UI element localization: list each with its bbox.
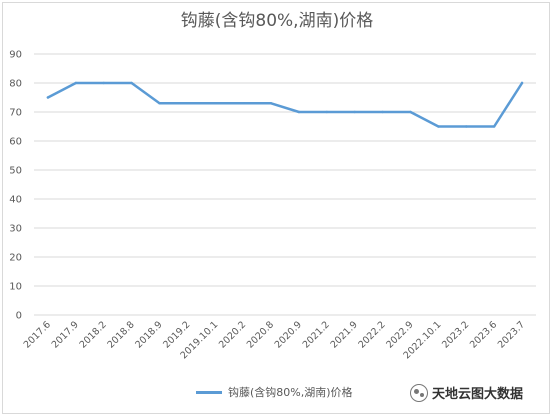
data-point [297, 110, 301, 114]
watermark-text: 天地云图大数据 [432, 387, 524, 402]
y-tick-label: 60 [9, 137, 22, 148]
y-tick-label: 80 [9, 79, 22, 90]
chart-title: 钩藤(含钩80%,湖南)价格 [180, 11, 374, 31]
chart-frame [2, 2, 550, 414]
wechat-icon [410, 383, 428, 402]
x-tick-label: 2018.8 [105, 319, 136, 350]
legend-swatch [196, 390, 222, 394]
data-point [492, 125, 496, 128]
y-tick-label: 20 [9, 253, 22, 264]
data-point [325, 110, 329, 114]
data-point [465, 125, 468, 128]
data-point [46, 96, 50, 99]
data-point [214, 102, 217, 105]
data-point [130, 81, 133, 85]
data-point [74, 81, 78, 85]
x-tick-label: 2021.2 [301, 319, 332, 350]
y-tick-label: 90 [9, 50, 22, 61]
y-tick-label: 40 [9, 195, 22, 206]
legend-label: 钩藤(含钩80%,湖南)价格 [228, 386, 353, 399]
y-tick-label: 70 [9, 108, 22, 119]
x-tick-label: 2022.2 [356, 319, 387, 350]
legend: 钩藤(含钩80%,湖南)价格 [196, 384, 353, 400]
data-point [158, 102, 161, 105]
x-tick-label: 2021.9 [329, 319, 360, 350]
data-point [437, 125, 440, 128]
y-tick-label: 10 [9, 282, 22, 293]
data-point [520, 81, 524, 85]
y-tick-label: 50 [9, 166, 22, 177]
data-point [241, 102, 245, 105]
series-line-0 [46, 81, 524, 128]
x-tick-label: 2018.2 [78, 319, 109, 350]
y-tick-label: 30 [9, 224, 22, 235]
x-tick-label: 2020.2 [217, 319, 248, 350]
data-point [409, 110, 412, 114]
x-tick-label: 2020.8 [245, 319, 276, 350]
x-tick-label: 2023.2 [440, 319, 471, 350]
watermark: 天地云图大数据 [410, 383, 523, 402]
x-tick-label: 2023.7 [496, 319, 527, 350]
data-point [186, 102, 189, 105]
data-point [102, 81, 105, 85]
y-tick-label: 0 [16, 311, 22, 322]
x-tick-label: 2018.9 [133, 319, 164, 350]
x-tick-label: 2017.6 [22, 319, 53, 350]
data-point [269, 102, 273, 105]
data-point [353, 110, 356, 114]
x-tick-label: 2020.9 [273, 319, 304, 350]
x-tick-label: 2017.9 [50, 319, 81, 350]
x-tick-label: 2023.6 [468, 319, 499, 350]
data-point [381, 110, 384, 114]
